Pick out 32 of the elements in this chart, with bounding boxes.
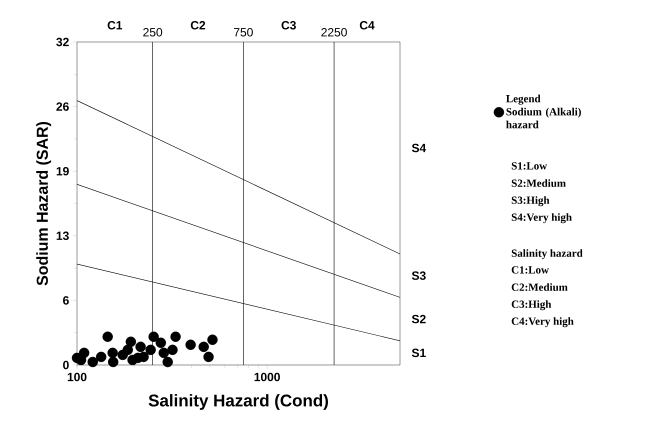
text: C2 [190, 21, 206, 30]
text: C2:Medium [512, 283, 568, 291]
y-tick-label: 26 [56, 102, 69, 111]
y-tick-label: 6 [63, 296, 69, 305]
text: S3:High [512, 196, 550, 206]
text: C3:High [512, 300, 552, 310]
text: C3 [282, 21, 296, 30]
y-tick-label: 19 [56, 166, 69, 176]
text: Salinity hazard [512, 249, 583, 260]
y-tick-label: 0 [63, 360, 69, 370]
ref-line-label: 750 [234, 28, 253, 36]
x-axis-title: Salinity Hazard (Cond) [148, 394, 328, 410]
text: C1 [108, 21, 122, 30]
text: S4:Very high [512, 213, 572, 224]
text: S4 [412, 144, 426, 152]
text: S3 [412, 271, 426, 280]
x-tick-label: 1000 [254, 372, 280, 382]
legend-label: Sodium (Alkali) hazard [506, 108, 581, 128]
text: S1 [412, 348, 426, 358]
text: S1:Low [512, 162, 548, 170]
legend-title: Legend [506, 94, 540, 105]
x-tick-label: 100 [68, 372, 86, 382]
text: S2:Medium [512, 179, 566, 187]
ref-line-label: 2250 [321, 28, 347, 36]
text: C4 [360, 21, 375, 30]
text: C1:Low [512, 266, 549, 274]
y-tick-label: 13 [56, 232, 69, 240]
text: S2 [412, 314, 426, 324]
y-axis-title: Sodium Hazard (SAR) [36, 122, 52, 286]
ref-line-label: 250 [143, 28, 162, 36]
text: C4:Very high [512, 317, 574, 328]
y-tick-label: 32 [56, 38, 69, 46]
